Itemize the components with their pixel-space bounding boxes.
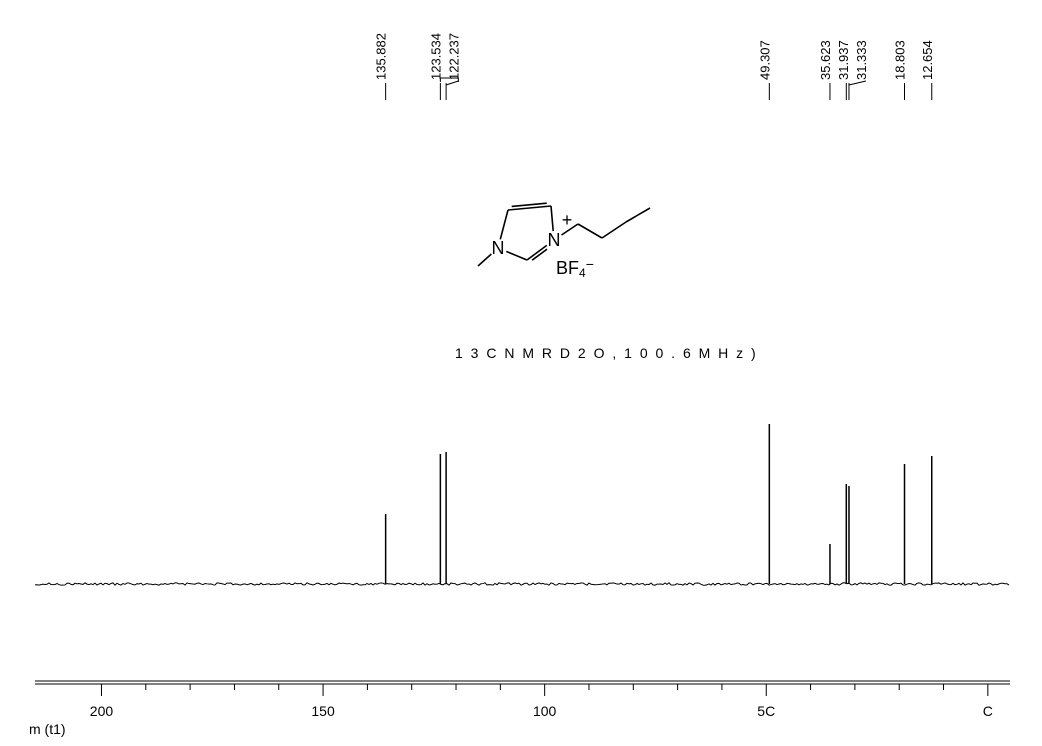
butyl-bond xyxy=(578,224,602,238)
butyl-bond xyxy=(602,222,626,238)
baseline xyxy=(35,583,1009,585)
peak-ppm-label: 31.333 xyxy=(854,40,869,80)
structure-anion: BF4− xyxy=(556,256,594,280)
peak-ppm-label: 123.534 xyxy=(428,33,443,80)
peak-ppm-label: 49.307 xyxy=(757,40,772,80)
structure-N-left: N xyxy=(492,238,505,258)
peak-label-connector xyxy=(849,81,866,85)
axis-tick-label: 150 xyxy=(311,703,335,719)
peak-label-group: 135.882 123.534122.237 49.307 35.62331.9373… xyxy=(374,33,935,100)
spectrum-caption: 1 3 C N M R D 2 O , 1 0 0 . 6 M H z ) xyxy=(455,345,758,361)
peak-ppm-label: 135.882 xyxy=(374,33,389,80)
axis-tick-label: C xyxy=(983,703,993,719)
peak-ppm-label: 35.623 xyxy=(818,40,833,80)
ring-bond xyxy=(527,245,547,260)
butyl-bond xyxy=(626,208,650,222)
ring-bond xyxy=(500,210,508,239)
ring-double-bond xyxy=(512,203,547,206)
axis-tick-label: 200 xyxy=(90,703,114,719)
peak-ppm-label: 31.937 xyxy=(836,40,851,80)
axis-tick-label: 5C xyxy=(757,703,775,719)
spectrum-plot xyxy=(35,424,1009,585)
peak-label-connector xyxy=(446,81,458,85)
nmr-spectrum-figure: 135.882 123.534122.237 49.307 35.62331.9373… xyxy=(0,0,1042,746)
axis-unit-label: m (t1) xyxy=(29,721,66,737)
peak-ppm-label: 12.654 xyxy=(920,40,935,80)
methyl-bond xyxy=(478,254,491,266)
ring-bond xyxy=(506,251,527,260)
chemical-structure: NN+BF4− xyxy=(478,203,650,280)
peak-ppm-label: 18.803 xyxy=(893,40,908,80)
structure-N-right: N xyxy=(548,230,561,250)
peak-ppm-label: 122.237 xyxy=(446,33,461,80)
structure-plus-charge: + xyxy=(562,210,573,230)
ring-bond xyxy=(551,206,553,231)
x-axis: 200 150 100 5C Cm (t1) xyxy=(29,681,1010,737)
axis-tick-label: 100 xyxy=(533,703,557,719)
caption-group: 1 3 C N M R D 2 O , 1 0 0 . 6 M H z ) xyxy=(455,345,758,361)
